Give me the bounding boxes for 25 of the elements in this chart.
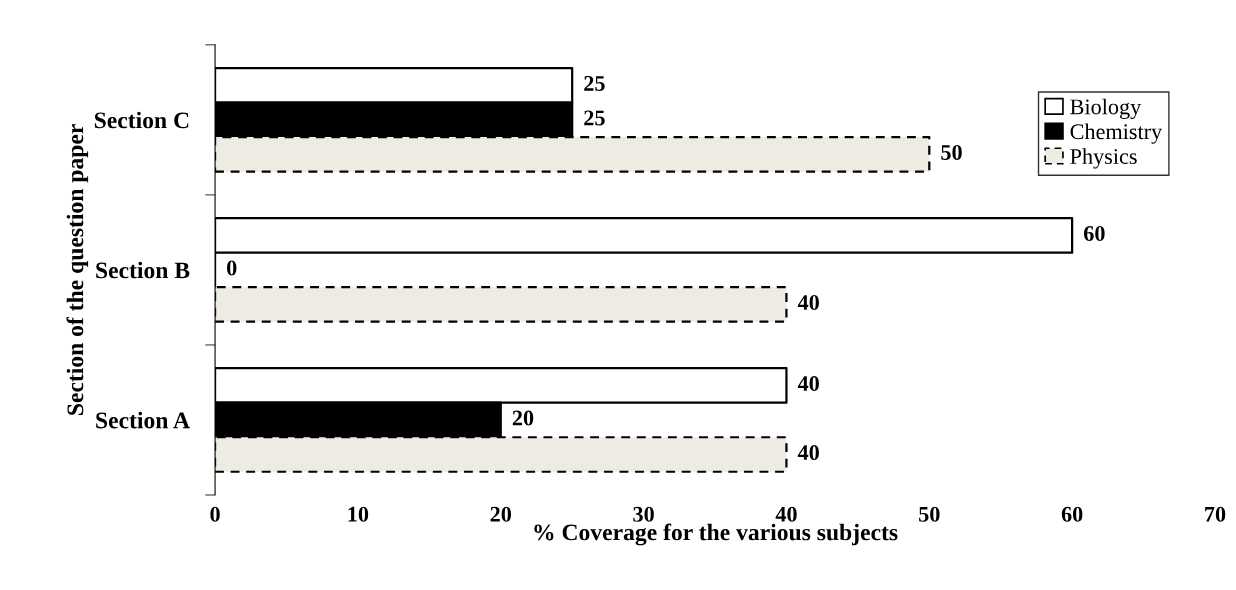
x-tick-label: 10 <box>348 506 369 522</box>
x-axis-title: % Coverage for the various subjects <box>534 523 898 546</box>
y-axis-title: Section of the question paper <box>66 124 89 415</box>
legend-label: Chemistry <box>1070 123 1163 144</box>
data-label: 0 <box>227 260 237 276</box>
y-tick-label: Section B <box>96 261 190 279</box>
x-tick-label: 60 <box>1061 506 1083 522</box>
y-tick-label: Section C <box>94 111 189 129</box>
x-tick-label: 20 <box>490 506 512 522</box>
data-label: 25 <box>584 110 605 126</box>
x-tick-label: 40 <box>775 506 797 522</box>
data-label: 40 <box>797 376 819 392</box>
data-label: 60 <box>1084 225 1105 241</box>
data-label: 50 <box>941 144 962 160</box>
data-label: 20 <box>512 410 534 426</box>
data-label: 25 <box>584 75 605 91</box>
legend-label: Physics <box>1070 148 1137 169</box>
x-tick-label: 0 <box>210 506 220 522</box>
x-tick-label: 50 <box>919 506 940 522</box>
legend-label: Biology <box>1070 98 1142 119</box>
data-label: 40 <box>797 445 819 461</box>
x-tick-label: 30 <box>633 506 654 522</box>
data-label: 40 <box>797 295 819 310</box>
x-tick-label: 70 <box>1205 506 1226 522</box>
y-tick-label: Section A <box>96 411 190 429</box>
